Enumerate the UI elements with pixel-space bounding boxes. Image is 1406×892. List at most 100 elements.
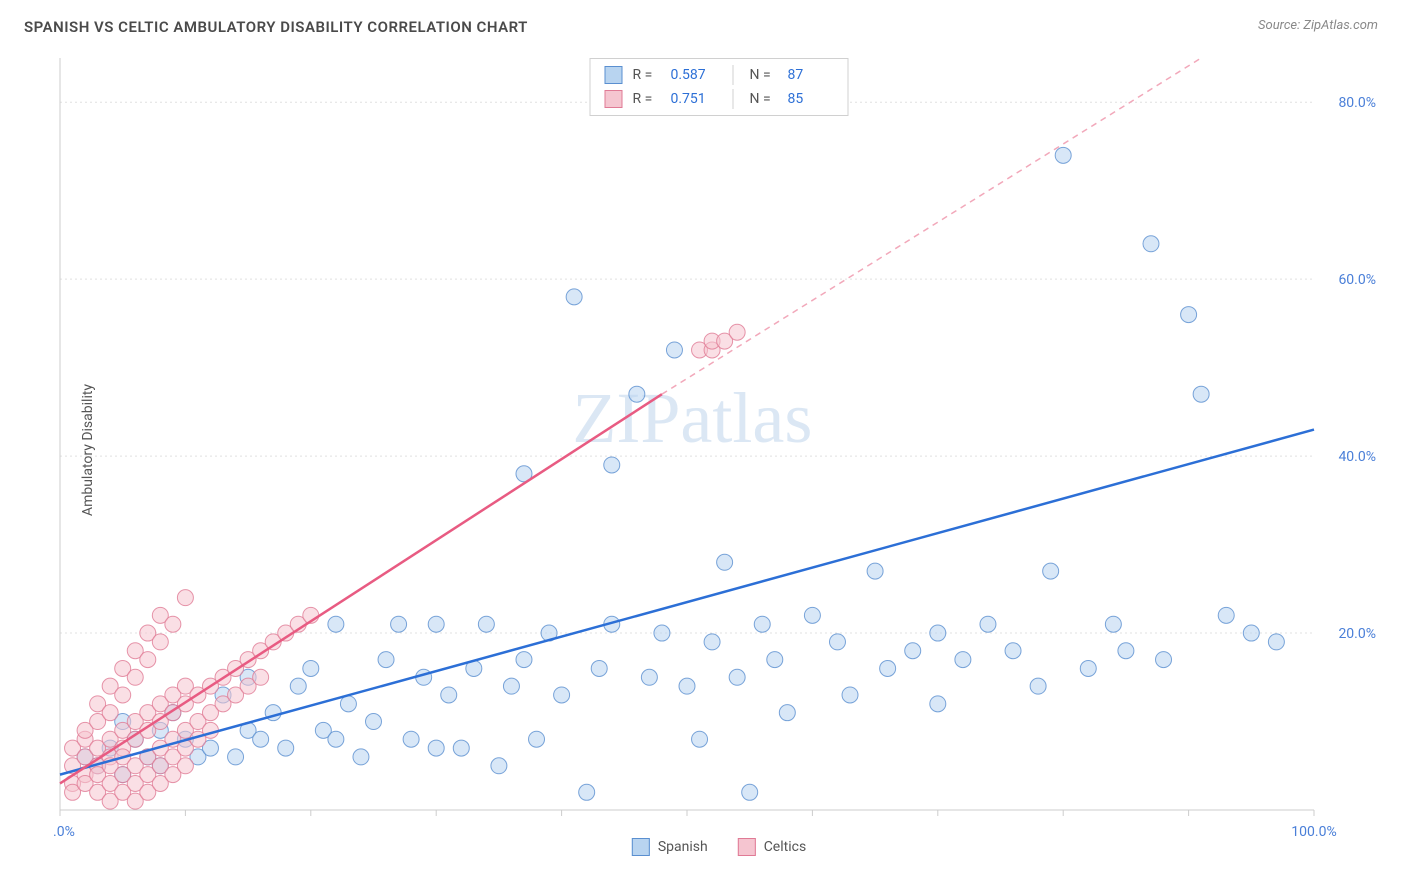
data-point: [152, 634, 168, 650]
data-point: [629, 386, 645, 402]
data-point: [140, 652, 156, 668]
y-tick-label: 80.0%: [1338, 95, 1376, 111]
legend-swatch: [738, 838, 756, 856]
data-point: [441, 687, 457, 703]
data-point: [591, 660, 607, 676]
data-point: [729, 669, 745, 685]
data-point: [1118, 643, 1134, 659]
data-point: [403, 731, 419, 747]
legend-item: Spanish: [632, 838, 708, 856]
x-axis-legend: Spanish Celtics: [632, 838, 806, 856]
data-point: [127, 669, 143, 685]
data-point: [804, 607, 820, 623]
data-point: [378, 652, 394, 668]
data-point: [767, 652, 783, 668]
y-tick-label: 40.0%: [1338, 449, 1376, 465]
data-point: [980, 616, 996, 632]
data-point: [1055, 147, 1071, 163]
data-point: [666, 342, 682, 358]
data-point: [366, 714, 382, 730]
data-point: [579, 784, 595, 800]
stats-row: R = 0.587 N = 87: [591, 63, 848, 87]
data-point: [905, 643, 921, 659]
data-point: [1181, 307, 1197, 323]
n-value: 85: [788, 91, 834, 107]
chart-title: SPANISH VS CELTIC AMBULATORY DISABILITY …: [24, 18, 528, 36]
legend-swatch: [632, 838, 650, 856]
stats-row: R = 0.751 N = 85: [591, 87, 848, 111]
data-point: [692, 731, 708, 747]
data-point: [1105, 616, 1121, 632]
data-point: [654, 625, 670, 641]
stats-legend-box: R = 0.587 N = 87 R = 0.751 N = 85: [590, 58, 849, 116]
data-point: [1030, 678, 1046, 694]
data-point: [955, 652, 971, 668]
data-point: [1243, 625, 1259, 641]
data-point: [679, 678, 695, 694]
data-point: [779, 705, 795, 721]
data-point: [842, 687, 858, 703]
data-point: [641, 669, 657, 685]
data-point: [516, 652, 532, 668]
scatter-plot: 20.0% 40.0% 60.0% 80.0% 0.0% 100.0% ZIPatlas: [54, 50, 1384, 850]
data-point: [829, 634, 845, 650]
chart-container: Ambulatory Disability 20.0%40.0%60.0%80.…: [54, 50, 1384, 850]
data-point: [328, 731, 344, 747]
x-tick-label: 0.0%: [54, 824, 75, 840]
r-value: 0.751: [671, 91, 717, 107]
data-point: [930, 625, 946, 641]
x-tick-label: 100.0%: [1291, 824, 1336, 840]
source-attribution: Source: ZipAtlas.com: [1258, 18, 1378, 33]
legend-label: Celtics: [764, 839, 806, 855]
data-point: [717, 554, 733, 570]
data-point: [177, 758, 193, 774]
data-point: [1005, 643, 1021, 659]
data-point: [340, 696, 356, 712]
data-point: [930, 696, 946, 712]
data-point: [1268, 634, 1284, 650]
legend-swatch: [605, 66, 623, 84]
data-point: [177, 590, 193, 606]
data-point: [754, 616, 770, 632]
data-point: [1218, 607, 1234, 623]
data-point: [428, 740, 444, 756]
r-label: R =: [633, 91, 661, 107]
data-point: [566, 289, 582, 305]
data-point: [880, 660, 896, 676]
legend-label: Spanish: [658, 839, 708, 855]
data-point: [253, 669, 269, 685]
data-point: [1143, 236, 1159, 252]
data-point: [102, 705, 118, 721]
data-point: [453, 740, 469, 756]
trend-line-spanish: [60, 430, 1314, 775]
data-point: [328, 616, 344, 632]
data-point: [428, 616, 444, 632]
data-point: [478, 616, 494, 632]
data-point: [1156, 652, 1172, 668]
data-point: [391, 616, 407, 632]
data-point: [278, 740, 294, 756]
watermark: ZIPatlas: [572, 378, 812, 458]
r-label: R =: [633, 67, 661, 83]
data-point: [1193, 386, 1209, 402]
legend-item: Celtics: [738, 838, 806, 856]
data-point: [604, 457, 620, 473]
data-point: [704, 634, 720, 650]
data-point: [554, 687, 570, 703]
data-point: [353, 749, 369, 765]
n-label: N =: [750, 67, 778, 83]
trend-line-celtics: [60, 394, 662, 783]
data-point: [165, 616, 181, 632]
data-point: [228, 749, 244, 765]
n-label: N =: [750, 91, 778, 107]
y-tick-label: 60.0%: [1338, 272, 1376, 288]
r-value: 0.587: [671, 67, 717, 83]
data-point: [503, 678, 519, 694]
y-tick-label: 20.0%: [1338, 626, 1376, 642]
data-point: [491, 758, 507, 774]
n-value: 87: [788, 67, 834, 83]
data-point: [1080, 660, 1096, 676]
data-point: [742, 784, 758, 800]
data-point: [1043, 563, 1059, 579]
data-point: [303, 660, 319, 676]
